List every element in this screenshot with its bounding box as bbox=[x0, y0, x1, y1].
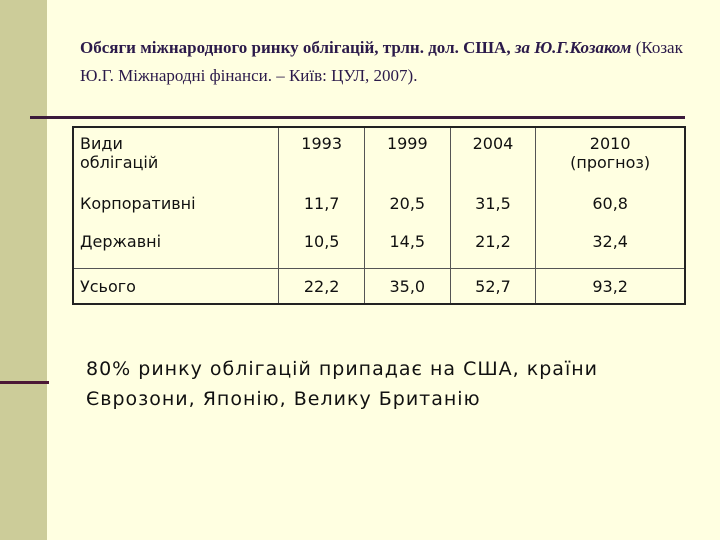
side-strip bbox=[0, 0, 47, 540]
cell: Державні bbox=[72, 230, 280, 269]
header-cell: 1999 bbox=[363, 127, 451, 192]
header-cell: 2004 bbox=[449, 127, 537, 192]
title-rule bbox=[30, 116, 685, 119]
row: Корпоративні 11,7 20,5 31,5 60,8 bbox=[72, 192, 686, 230]
cell: 10,5 bbox=[278, 230, 365, 269]
table: Види облігацій 1993 1999 2004 2010 (прогноз)… bbox=[72, 126, 686, 305]
cell: 20,5 bbox=[363, 192, 451, 230]
author: за Ю.Г.Козаком bbox=[514, 38, 632, 57]
strip-line bbox=[0, 381, 49, 384]
cell: 60,8 bbox=[535, 192, 686, 230]
cell: 14,5 bbox=[363, 230, 451, 269]
row: Державні 10,5 14,5 21,2 32,4 bbox=[72, 230, 686, 269]
cell: 35,0 bbox=[363, 268, 451, 304]
cell: Усього bbox=[72, 268, 280, 304]
title: Обсяги міжнародного ринку облігацій, трл… bbox=[80, 34, 690, 90]
source: (Козак Ю.Г. Міжнародні фінанси. – Київ: … bbox=[80, 38, 683, 85]
cell: 21,2 bbox=[449, 230, 537, 269]
header-row: Види облігацій 1993 1999 2004 2010 (прогноз) bbox=[72, 127, 686, 192]
cell: 52,7 bbox=[449, 268, 537, 304]
cell: Корпоративні bbox=[72, 192, 280, 230]
title-text: Обсяги міжнародного ринку облігацій, трл… bbox=[80, 38, 511, 57]
cell: 32,4 bbox=[535, 230, 686, 269]
header-cell: Види облігацій bbox=[72, 127, 280, 192]
header-cell: 1993 bbox=[278, 127, 365, 192]
note: 80% ринку облігацій припадає на США, кра… bbox=[86, 358, 598, 410]
cell: 93,2 bbox=[535, 268, 686, 304]
cell: 11,7 bbox=[278, 192, 365, 230]
header-cell: 2010 (прогноз) bbox=[535, 127, 686, 192]
row: Усього 22,2 35,0 52,7 93,2 bbox=[72, 268, 686, 304]
cell: 22,2 bbox=[278, 268, 365, 304]
cell: 31,5 bbox=[449, 192, 537, 230]
